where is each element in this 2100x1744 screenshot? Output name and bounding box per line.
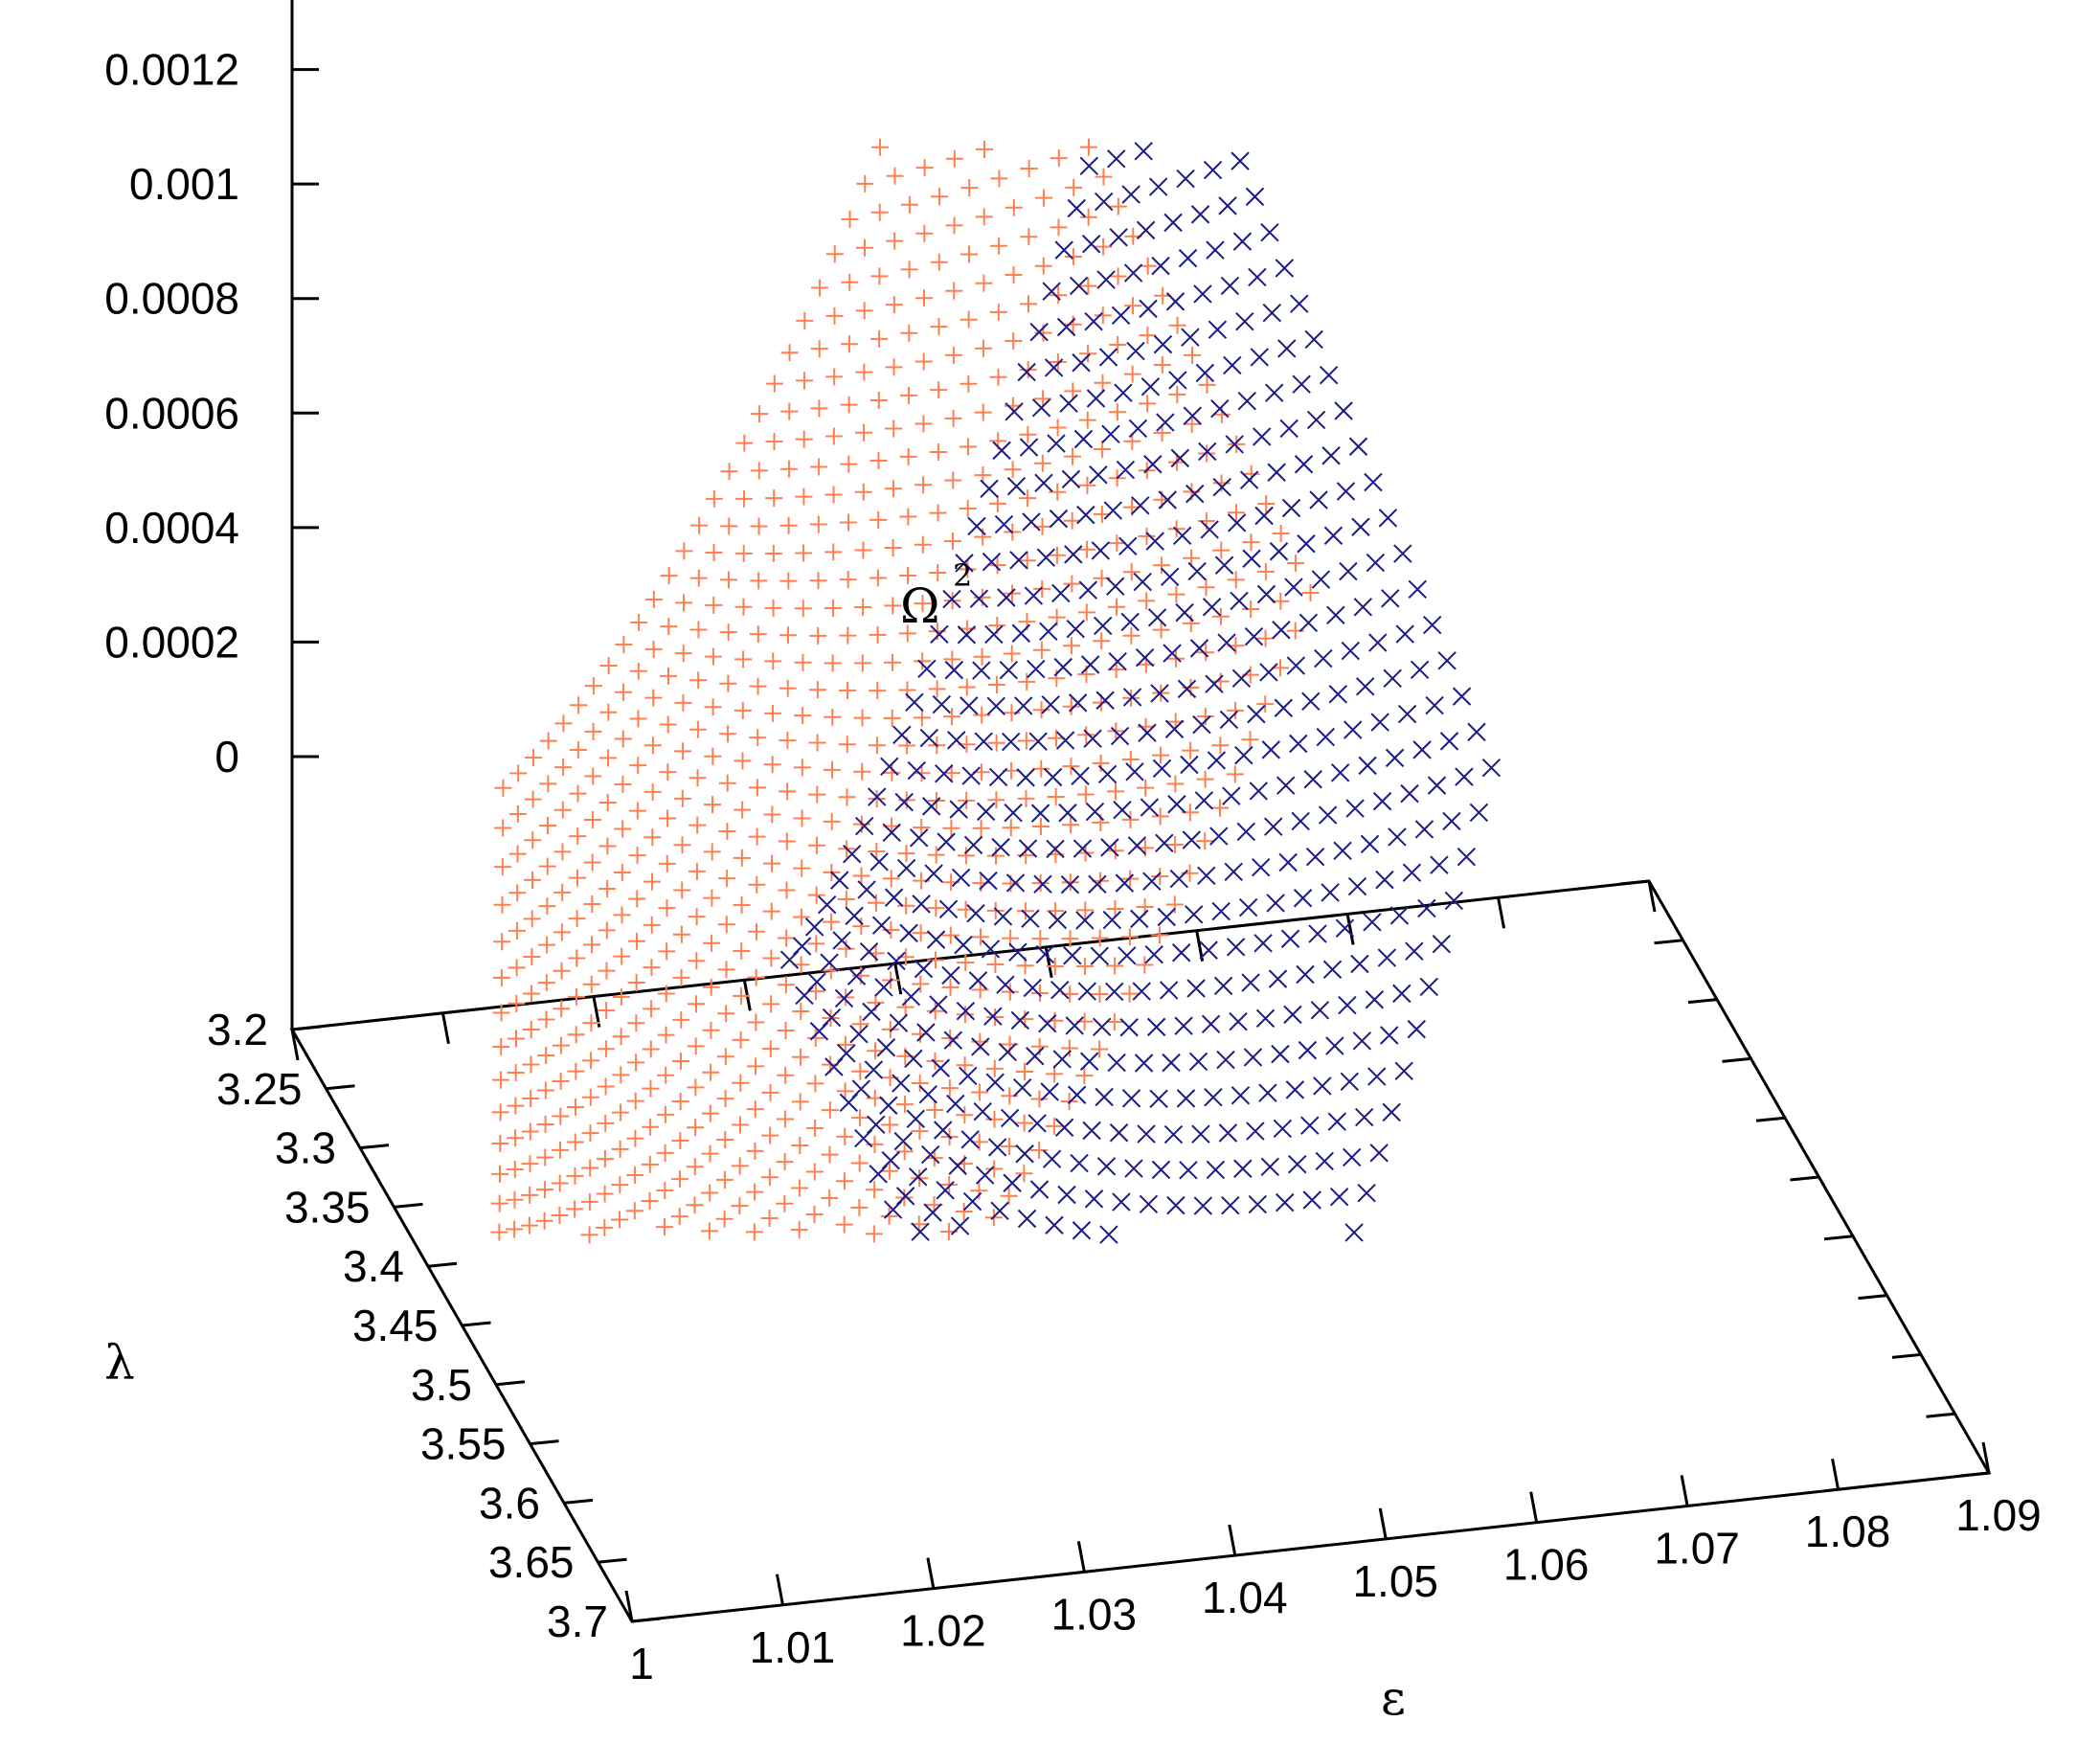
eps-tick-back bbox=[1497, 896, 1506, 929]
lambda-tick bbox=[563, 1498, 594, 1505]
eps-tick bbox=[1680, 1475, 1689, 1506]
labels-layer: 0.00140.00120.0010.00080.00060.00040.000… bbox=[104, 45, 2042, 1726]
eps-tick-label: 1.05 bbox=[1352, 1556, 1438, 1606]
z-tick-label: 0.0002 bbox=[104, 617, 239, 667]
lambda-tick-right bbox=[1858, 1294, 1887, 1301]
lambda-tick-right bbox=[1891, 1352, 1922, 1359]
lambda-tick bbox=[631, 1617, 662, 1623]
lambda-tick-right bbox=[1755, 1116, 1786, 1122]
z-tick-label: 0.0004 bbox=[104, 503, 239, 553]
eps-tick bbox=[775, 1574, 784, 1606]
eps-tick bbox=[1831, 1458, 1840, 1490]
eps-tick-label: 1.02 bbox=[900, 1606, 986, 1656]
z-tick-label: 0.0006 bbox=[104, 388, 239, 438]
lambda-tick-label: 3.55 bbox=[420, 1419, 507, 1469]
eps-tick bbox=[624, 1590, 634, 1622]
eps-tick-back bbox=[290, 1029, 300, 1061]
lambda-tick bbox=[495, 1380, 526, 1387]
eps-tick-label: 1.01 bbox=[750, 1622, 836, 1672]
lambda-tick bbox=[326, 1084, 355, 1091]
lambda-tick bbox=[394, 1202, 423, 1209]
lambda-tick-right bbox=[1654, 939, 1683, 945]
lambda-tick-right bbox=[1687, 998, 1718, 1005]
eps-tick-label: 1.03 bbox=[1051, 1589, 1138, 1639]
lambda-tick-label: 3.25 bbox=[216, 1064, 303, 1114]
lambda-tick-label: 3.6 bbox=[479, 1478, 540, 1528]
eps-tick bbox=[1378, 1507, 1388, 1540]
y-axis-title: λ bbox=[104, 1335, 135, 1391]
z-axis-title: Ω bbox=[900, 578, 939, 634]
eps-tick bbox=[1529, 1491, 1539, 1523]
lambda-tick bbox=[291, 1025, 322, 1031]
eps-tick-back bbox=[893, 963, 903, 995]
eps-tick bbox=[926, 1557, 936, 1589]
lambda-tick-label: 3.3 bbox=[275, 1123, 336, 1173]
lambda-tick bbox=[427, 1261, 458, 1268]
lambda-tick-right bbox=[1959, 1471, 1990, 1478]
axes bbox=[289, 0, 1992, 1623]
eps-tick-back bbox=[1345, 914, 1355, 945]
lambda-tick-right bbox=[1823, 1234, 1854, 1241]
lambda-tick bbox=[359, 1144, 390, 1150]
lambda-tick-label: 3.7 bbox=[547, 1597, 608, 1646]
lambda-tick-label: 3.65 bbox=[488, 1537, 575, 1587]
lambda-tick bbox=[598, 1557, 627, 1564]
z-axis-title-sup: 2 bbox=[953, 557, 972, 594]
eps-tick-label: 1 bbox=[629, 1639, 654, 1688]
eps-tick-back bbox=[1647, 880, 1657, 913]
lambda-tick bbox=[530, 1439, 559, 1446]
series-layer bbox=[490, 138, 1502, 1244]
eps-tick bbox=[1228, 1524, 1237, 1556]
series-marks-cross bbox=[779, 142, 1502, 1244]
x-axis-title: ε bbox=[1381, 1670, 1406, 1726]
eps-tick-label: 1.09 bbox=[1955, 1490, 2042, 1540]
lambda-tick-label: 3.2 bbox=[207, 1005, 268, 1054]
z-tick-label: 0.0008 bbox=[104, 274, 239, 324]
series-marks-plus bbox=[490, 138, 1320, 1244]
z-tick-label: 0.0012 bbox=[104, 45, 239, 95]
lambda-tick-label: 3.45 bbox=[352, 1301, 439, 1350]
lambda-tick-right bbox=[1722, 1056, 1751, 1063]
series-plus bbox=[490, 138, 1320, 1244]
z-tick-label: 0.001 bbox=[129, 159, 239, 209]
z-tick-label: 0 bbox=[215, 732, 239, 781]
lambda-tick-right bbox=[1790, 1175, 1819, 1182]
lambda-tick-right bbox=[1619, 879, 1650, 886]
eps-tick-label: 1.07 bbox=[1654, 1523, 1740, 1573]
eps-tick bbox=[1076, 1541, 1086, 1573]
eps-tick-label: 1.06 bbox=[1503, 1540, 1590, 1590]
lambda-tick-label: 3.35 bbox=[284, 1182, 371, 1232]
eps-tick-label: 1.04 bbox=[1202, 1573, 1288, 1622]
eps-tick-label: 1.08 bbox=[1805, 1506, 1891, 1556]
lambda-tick-right bbox=[1926, 1412, 1955, 1418]
eps-tick-back bbox=[440, 1012, 450, 1045]
lambda-tick-label: 3.4 bbox=[343, 1241, 404, 1291]
lambda-tick bbox=[462, 1321, 491, 1327]
series-cross bbox=[779, 142, 1502, 1244]
lambda-tick-label: 3.5 bbox=[411, 1360, 472, 1410]
eps-tick bbox=[1981, 1441, 1991, 1474]
